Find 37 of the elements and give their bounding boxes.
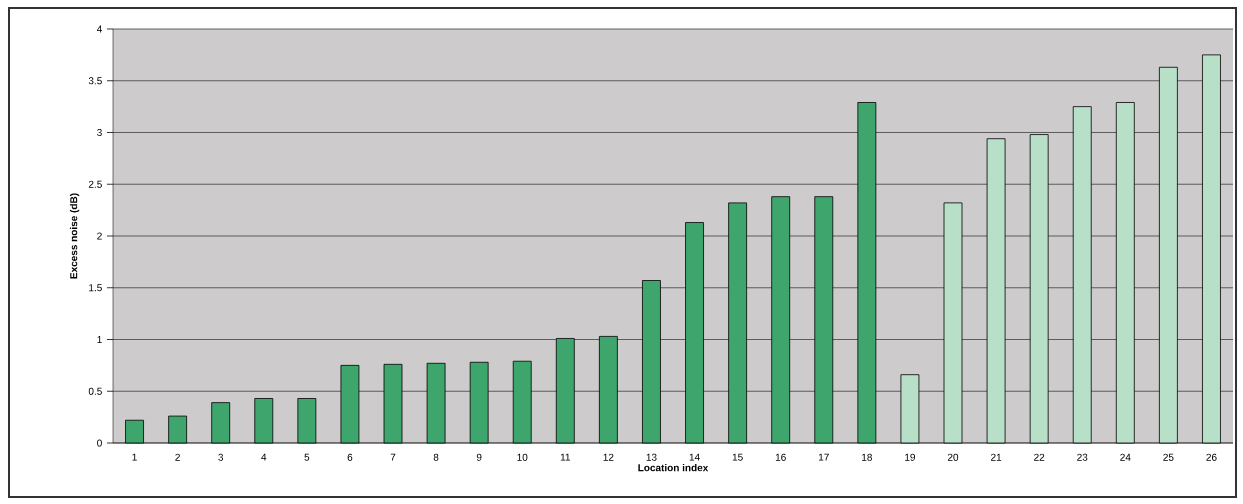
x-tick-label: 7 [390,453,396,461]
x-tick-label: 8 [433,453,439,461]
y-tick-label: 3 [97,128,102,137]
y-tick-label: 1 [97,336,102,343]
x-tick-label: 26 [1206,453,1217,461]
x-tick-label: 25 [1163,453,1174,461]
y-tick-label: 2 [97,232,102,240]
x-tick-label: 22 [1034,453,1045,461]
y-tick-label: 2.5 [88,180,102,188]
x-tick-label: 9 [476,453,482,461]
x-tick-label: 16 [775,453,786,461]
x-tick-label: 10 [517,453,528,461]
x-tick-label: 13 [646,453,657,461]
x-tick-label: 12 [603,453,614,461]
x-tick-label: 20 [947,453,959,461]
x-axis-title: Location index [638,463,709,472]
x-tick-label: 11 [560,453,571,461]
x-tick-label: 5 [304,453,310,461]
x-tick-label: 6 [347,453,353,461]
y-tick-label: 0.5 [88,387,102,395]
x-tick-label: 24 [1120,453,1131,461]
x-tick-label: 2 [175,453,180,461]
x-tick-label: 15 [732,453,743,461]
y-tick-label: 3.5 [88,77,102,85]
y-axis-title: Excess noise (dB) [69,193,80,279]
x-tick-label: 3 [218,453,224,461]
y-tick-label: 1.5 [89,284,102,292]
x-tick-label: 1 [132,453,137,461]
x-tick-label: 18 [862,453,872,461]
x-tick-label: 17 [818,453,829,461]
x-tick-label: 4 [261,453,267,461]
x-tick-label: 23 [1077,453,1088,461]
y-tick-label: 0 [97,439,102,447]
x-tick-label: 14 [689,453,700,461]
y-tick-label: 4 [96,25,102,33]
x-tick-label: 21 [991,453,1002,461]
x-tick-label: 19 [905,453,916,461]
